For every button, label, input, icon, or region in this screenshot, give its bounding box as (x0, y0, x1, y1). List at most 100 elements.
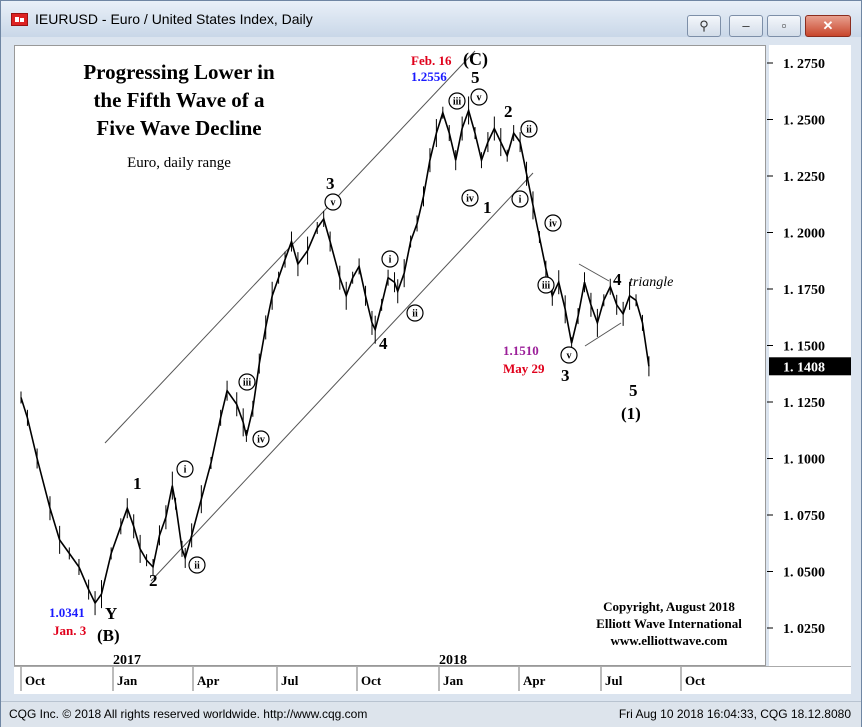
price-tick-marks (20, 96, 650, 616)
minimize-button[interactable]: – (729, 15, 763, 37)
wave-label: Y (105, 604, 117, 623)
circled-wave-label: v (324, 193, 342, 211)
svg-text:ii: ii (526, 125, 532, 136)
wave-label: (1) (621, 404, 641, 423)
time-axis-panel[interactable] (14, 666, 851, 694)
svg-text:iii: iii (453, 97, 462, 108)
svg-text:iv: iv (549, 219, 557, 230)
triangle-lower (584, 322, 622, 347)
wave-label: 1 (133, 474, 142, 493)
circled-wave-label: iv (252, 430, 270, 448)
x-tick-label: Oct (685, 673, 706, 688)
wave-digit: 1 (483, 198, 492, 217)
wave-label: 3 (326, 174, 335, 193)
y-tick-label: 1. 1500 (783, 340, 825, 355)
wave-digit: 4 (613, 270, 622, 289)
maximize-icon: ▫ (781, 18, 787, 33)
circled-wave-label: i (381, 250, 399, 268)
price-axis-panel[interactable] (769, 45, 851, 666)
plot-area[interactable] (14, 45, 766, 666)
y-tick-label: 1. 2500 (783, 114, 825, 129)
wave-label: May 29 (503, 361, 545, 376)
svg-text:ii: ii (194, 561, 200, 572)
status-copyright: CQG Inc. © 2018 All rights reserved worl… (9, 707, 368, 721)
x-tick-label: Jul (605, 673, 623, 688)
last-price-label: 1. 1408 (783, 360, 825, 375)
x-tick-label: Jul (281, 673, 299, 688)
link-icon: ⚲ (699, 18, 709, 33)
svg-text:v: v (567, 351, 572, 362)
wave-label: triangle (629, 275, 673, 290)
y-tick-label: 1. 1000 (783, 453, 825, 468)
circled-wave-label: iii (238, 373, 256, 391)
close-button[interactable]: ✕ (805, 15, 851, 37)
circled-wave-label: i (511, 190, 529, 208)
x-tick-label: Apr (523, 673, 546, 688)
wave-digit: 2 (504, 102, 513, 121)
link-button[interactable]: ⚲ (687, 15, 721, 37)
app-icon (11, 13, 28, 26)
x-year-label: 2018 (439, 653, 467, 668)
x-year-label: 2017 (113, 653, 141, 668)
wave-label: 2 (149, 571, 158, 590)
svg-text:i: i (184, 465, 187, 476)
close-icon: ✕ (822, 18, 834, 33)
wave-label: Feb. 16 (411, 53, 452, 68)
wave-label: 4 (379, 334, 388, 353)
wave-digit: 5 (629, 381, 638, 400)
status-bar: CQG Inc. © 2018 All rights reserved worl… (1, 701, 861, 727)
y-tick-label: 1. 0500 (783, 566, 825, 581)
svg-text:iii: iii (243, 378, 252, 389)
x-tick-label: Oct (25, 673, 46, 688)
circled-wave-label: ii (520, 120, 538, 138)
y-tick-label: 1. 2000 (783, 227, 825, 242)
svg-text:iv: iv (257, 435, 265, 446)
chart-subtitle: Euro, daily range (127, 155, 231, 171)
svg-text:ii: ii (412, 309, 418, 320)
copyright-line: www.elliottwave.com (611, 633, 728, 648)
wave-label: (C) (463, 49, 488, 70)
circled-wave-label: iv (544, 214, 562, 232)
circled-wave-label: i (176, 460, 194, 478)
x-tick-label: Oct (361, 673, 382, 688)
wave-label: 1.2556 (411, 69, 447, 84)
wave-label: 1.0341 (49, 605, 85, 620)
minimize-icon: – (742, 18, 750, 33)
copyright-line: Elliott Wave International (596, 616, 742, 631)
wave-label: (B) (97, 626, 120, 645)
x-tick-label: Jan (117, 673, 138, 688)
maximize-button[interactable]: ▫ (767, 15, 801, 37)
circled-wave-label: iv (461, 189, 479, 207)
circled-wave-label: iii (537, 276, 555, 294)
channel-lower (150, 172, 534, 582)
svg-text:iii: iii (542, 281, 551, 292)
copyright-line: Copyright, August 2018 (603, 599, 735, 614)
svg-text:i: i (389, 255, 392, 266)
svg-text:iv: iv (466, 194, 474, 205)
chart-title-line: Five Wave Decline (96, 116, 261, 140)
title-bar[interactable]: IEURUSD - Euro / United States Index, Da… (1, 1, 861, 37)
svg-text:v: v (331, 198, 336, 209)
chart-title-line: Progressing Lower in (83, 60, 275, 84)
price-series (20, 107, 650, 605)
circled-wave-label: ii (188, 556, 206, 574)
svg-text:i: i (519, 195, 522, 206)
price-chart: 1. 2750 1. 2500 1. 2250 1. 2000 1. 1750 1. 15… (20, 49, 851, 691)
status-datetime: Fri Aug 10 2018 16:04:33, CQG 18.12.8080 (618, 707, 851, 721)
y-tick-label: 1. 0250 (783, 622, 825, 637)
last-price-box (769, 357, 851, 376)
svg-text:v: v (477, 93, 482, 104)
x-tick-label: Jan (443, 673, 464, 688)
wave-label: 5 (471, 68, 480, 87)
y-tick-label: 1. 2750 (783, 57, 825, 72)
circled-wave-label: v (470, 88, 488, 106)
circled-wave-label: v (560, 346, 578, 364)
window-title: IEURUSD - Euro / United States Index, Da… (35, 11, 313, 27)
y-axis: 1. 2750 1. 2500 1. 2250 1. 2000 1. 1750 1. 15… (767, 57, 851, 637)
chart-annotations: Progressing Lower in the Fifth Wave of a F… (83, 60, 742, 648)
chart-title-line: the Fifth Wave of a (93, 88, 265, 112)
x-axis: Oct Jan Apr Jul Oct Jan Apr Jul Oct 2017 2018 (20, 653, 706, 691)
wave-label: 1.1510 (503, 343, 539, 358)
